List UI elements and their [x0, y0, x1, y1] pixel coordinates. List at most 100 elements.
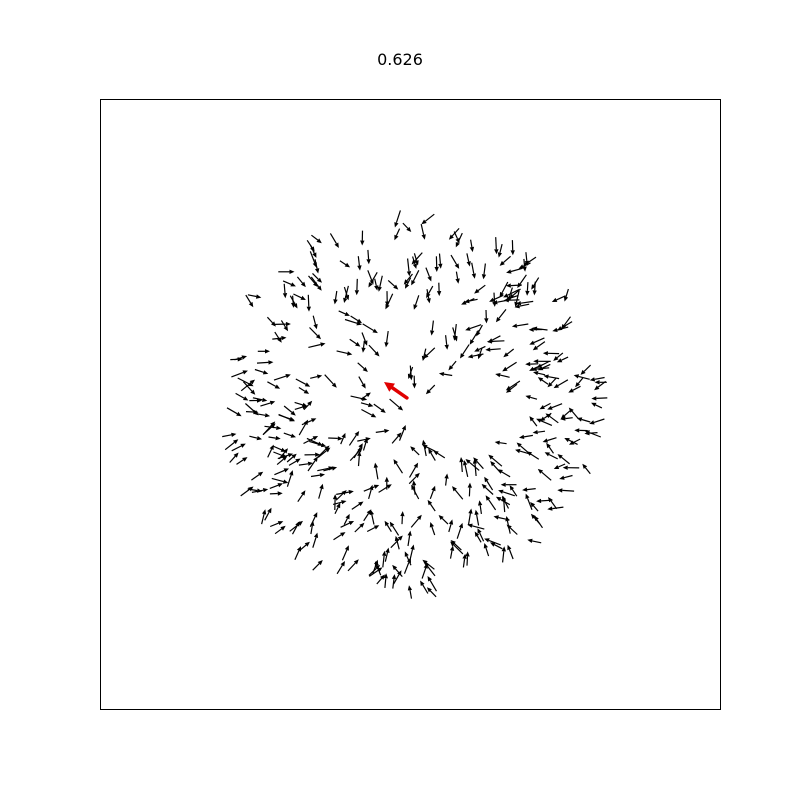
quiver-arrow	[562, 465, 580, 470]
quiver-arrow	[410, 514, 422, 528]
quiver-arrow	[536, 418, 553, 426]
quiver-arrow	[551, 295, 566, 302]
quiver-arrow	[430, 320, 435, 336]
quiver-arrow	[531, 366, 550, 372]
quiver-arrow	[509, 485, 518, 497]
quiver-arrow	[534, 515, 543, 529]
quiver-arrow	[547, 403, 563, 410]
quiver-arrow	[448, 360, 457, 371]
quiver-arrow	[357, 437, 371, 442]
quiver-arrow	[465, 459, 480, 471]
quiver-arrow	[338, 310, 350, 316]
quiver-arrow	[423, 347, 436, 359]
quiver-arrow	[471, 262, 476, 279]
quiver-arrow	[377, 275, 383, 292]
quiver-arrow	[492, 292, 497, 307]
quiver-arrow	[222, 432, 237, 438]
quiver-arrow	[444, 335, 449, 350]
quiver-arrow	[332, 500, 347, 505]
quiver-arrow	[553, 463, 566, 469]
quiver-arrow	[229, 452, 239, 463]
quiver-arrow	[438, 253, 443, 269]
quiver-arrow	[340, 432, 346, 445]
quiver-arrow	[230, 357, 243, 362]
quiver-arrow	[511, 323, 529, 328]
quiver-arrow	[427, 499, 436, 512]
quiver-arrow	[335, 490, 347, 501]
quiver-arrow	[490, 461, 502, 474]
quiver-arrow	[591, 396, 608, 401]
quiver-arrow	[407, 585, 413, 599]
quiver-arrow	[226, 407, 242, 417]
quiver-arrow	[594, 380, 607, 385]
quiver-arrow	[460, 344, 470, 359]
quiver-arrow	[240, 486, 254, 497]
quiver-arrow	[368, 564, 381, 576]
quiver-arrow	[594, 380, 607, 391]
quiver-arrow	[429, 522, 436, 536]
quiver-arrow	[312, 560, 323, 571]
quiver-arrow	[506, 524, 518, 535]
quiver-arrow	[333, 290, 338, 305]
quiver-arrow	[497, 243, 503, 258]
quiver-arrow	[568, 385, 581, 393]
quiver-arrow	[533, 371, 546, 376]
quiver-arrow	[467, 482, 472, 497]
quiver-arrow	[289, 295, 298, 309]
quiver-arrow	[362, 323, 378, 334]
quiver-arrow	[425, 267, 432, 282]
quiver-arrow	[412, 375, 417, 389]
quiver-arrow	[278, 269, 295, 274]
quiver-arrow	[403, 273, 413, 285]
quiver-arrow	[408, 472, 420, 485]
quiver-arrow	[333, 532, 346, 541]
quiver-arrow	[374, 278, 379, 291]
quiver-arrow	[420, 223, 426, 240]
quiver-arrow	[450, 540, 462, 551]
quiver-arrow	[348, 431, 360, 446]
quiver-arrow	[580, 364, 592, 375]
quiver-arrow	[495, 496, 511, 506]
quiver-arrow	[310, 520, 315, 535]
quiver-arrow	[477, 528, 485, 542]
quiver-arrow	[506, 383, 518, 393]
quiver-arrow	[478, 500, 483, 514]
quiver-arrow	[429, 485, 436, 500]
quiver-arrow	[261, 509, 267, 525]
quiver-arrow	[389, 521, 400, 536]
quiver-arrow	[224, 439, 239, 451]
quiver-arrow	[467, 508, 473, 526]
quiver-arrow	[245, 294, 254, 308]
quiver-arrow	[343, 286, 350, 301]
quiver-arrow	[483, 543, 490, 557]
quiver-arrow	[274, 525, 286, 535]
quiver-arrow	[514, 303, 530, 309]
quiver-arrow	[522, 487, 536, 492]
quiver-arrow	[336, 561, 345, 575]
quiver-arrow	[574, 428, 588, 433]
quiver-arrow	[267, 444, 274, 458]
quiver-arrow	[501, 496, 506, 513]
quiver-arrow	[383, 573, 388, 588]
quiver-arrow	[298, 461, 314, 466]
quiver-arrow	[340, 521, 355, 528]
quiver-arrow	[353, 443, 363, 459]
quiver-arrow	[298, 386, 310, 394]
quiver-arrow	[408, 462, 419, 478]
quiver-arrow	[455, 271, 460, 284]
quiver-arrow	[484, 476, 494, 491]
quiver-arrow	[420, 580, 429, 594]
quiver-arrow	[537, 377, 549, 385]
quiver-arrow	[294, 546, 301, 560]
quiver-arrow	[385, 293, 394, 310]
quiver-arrow	[569, 438, 581, 445]
quiver-arrow	[304, 452, 321, 457]
quiver-arrow	[484, 538, 501, 546]
quiver-arrow	[505, 516, 511, 534]
quiver-arrow	[410, 446, 420, 456]
quiver-arrow	[421, 563, 428, 579]
quiver-arrow	[576, 417, 591, 423]
quiver-arrow	[462, 553, 467, 568]
quiver-arrow	[500, 482, 517, 487]
quiver-arrow	[264, 507, 272, 521]
